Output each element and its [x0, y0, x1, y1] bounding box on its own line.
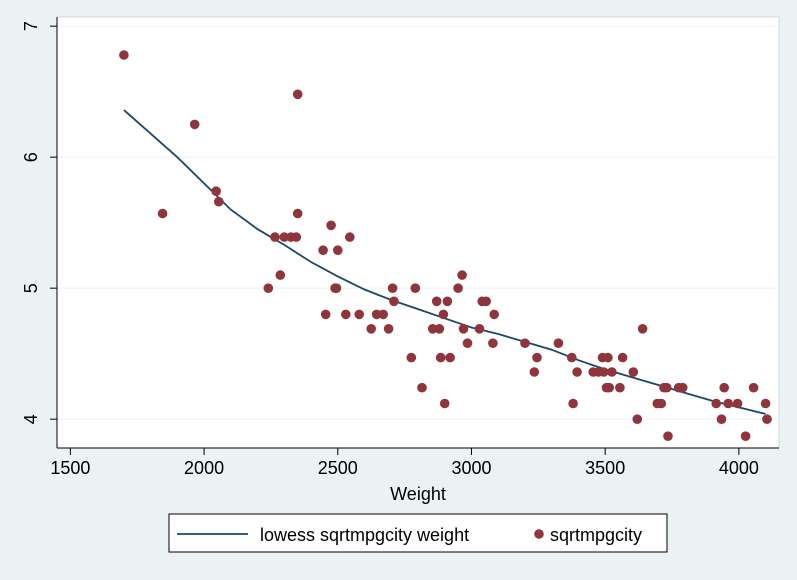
- legend-box: [168, 513, 668, 553]
- legend-marker-swatch: [534, 529, 544, 539]
- y-tick-label: 7: [21, 21, 41, 31]
- scatter-point: [453, 283, 463, 294]
- x-tick-label: 2000: [184, 458, 224, 478]
- y-axis: 4 5 6 7: [21, 21, 57, 424]
- scatter-point: [442, 296, 453, 307]
- scatter-point: [481, 296, 492, 307]
- scatter-point: [354, 309, 365, 320]
- x-tick-label: 4000: [719, 458, 759, 478]
- scatter-point: [567, 352, 577, 363]
- scatter-point: [378, 309, 389, 320]
- scatter-point: [572, 367, 582, 377]
- scatter-point: [632, 414, 643, 425]
- scatter-point: [604, 382, 614, 393]
- scatter-point: [474, 324, 485, 334]
- scatter-point: [599, 367, 609, 377]
- scatter-point: [211, 186, 221, 196]
- scatter-point: [270, 232, 280, 242]
- scatter-point: [748, 382, 759, 393]
- scatter-point: [603, 352, 613, 363]
- scatter-point: [263, 283, 274, 294]
- scatter-point: [435, 352, 446, 363]
- scatter-point: [389, 296, 399, 307]
- legend-label-scatter: sqrtmpgcity: [550, 525, 642, 545]
- scatter-point: [711, 398, 721, 409]
- scatter-point: [617, 352, 628, 363]
- data-series: [119, 50, 772, 442]
- scatter-point: [320, 309, 331, 320]
- scatter-point: [417, 382, 427, 393]
- scatter-point: [275, 270, 286, 280]
- x-axis-label: Weight: [390, 484, 446, 504]
- scatter-point: [607, 367, 617, 377]
- scatter-point: [529, 367, 540, 377]
- plot-area: [56, 16, 780, 449]
- x-axis: 1500 2000 2500 3000 3500 4000: [50, 448, 759, 478]
- x-tick-label: 1500: [50, 458, 90, 478]
- scatter-point: [656, 398, 667, 409]
- scatter-point: [410, 283, 421, 294]
- scatter-point: [661, 382, 672, 393]
- scatter-point: [520, 338, 530, 349]
- scatter-point: [318, 245, 328, 255]
- scatter-point: [387, 283, 398, 294]
- scatter-point: [532, 352, 542, 363]
- scatter-point: [553, 338, 564, 349]
- scatter-point: [427, 324, 438, 334]
- scatter-point: [732, 398, 743, 409]
- scatter-point: [628, 367, 639, 377]
- scatter-point: [291, 232, 302, 242]
- scatter-point: [157, 208, 168, 219]
- scatter-point: [760, 398, 771, 409]
- scatter-point: [366, 324, 377, 334]
- scatter-point: [457, 270, 467, 280]
- legend-label-lowess: lowess sqrtmpgcity weight: [260, 525, 469, 545]
- scatter-point: [663, 431, 673, 442]
- y-tick-label: 5: [21, 283, 41, 293]
- scatter-point: [716, 414, 727, 425]
- x-tick-label: 3500: [585, 458, 625, 478]
- scatter-point: [438, 309, 449, 320]
- x-tick-label: 3000: [451, 458, 491, 478]
- scatter-point: [214, 196, 224, 207]
- scatter-point: [326, 220, 336, 231]
- scatter-point: [331, 283, 342, 294]
- scatter-point: [719, 382, 729, 393]
- scatter-point: [462, 338, 473, 349]
- scatter-point: [637, 324, 648, 334]
- scatter-point: [341, 309, 351, 320]
- scatter-point: [345, 232, 355, 242]
- scatter-point: [189, 119, 200, 130]
- y-tick-label: 6: [21, 152, 41, 162]
- scatter-point: [458, 324, 469, 334]
- scatter-point: [292, 208, 303, 219]
- scatter-point: [371, 309, 382, 320]
- scatter-point: [333, 245, 343, 255]
- scatter-point: [489, 309, 500, 320]
- scatter-point: [723, 398, 733, 409]
- scatter-point: [677, 382, 688, 393]
- scatter-point: [292, 89, 303, 100]
- scatter-point: [279, 232, 290, 242]
- scatter-point: [615, 382, 625, 393]
- scatter-point: [383, 324, 394, 334]
- scatter-point: [119, 50, 129, 60]
- scatter-point: [740, 431, 751, 442]
- scatter-point: [434, 324, 445, 334]
- scatter-point: [445, 352, 455, 363]
- scatter-point: [431, 296, 442, 307]
- scatter-point: [439, 398, 450, 409]
- scatter-point: [762, 414, 772, 425]
- x-tick-label: 2500: [318, 458, 358, 478]
- scatter-point: [568, 398, 578, 409]
- legend: lowess sqrtmpgcity weight sqrtmpgcity: [168, 513, 668, 553]
- scatter-point: [406, 352, 417, 363]
- scatter-point: [488, 338, 498, 349]
- y-tick-label: 4: [21, 414, 41, 424]
